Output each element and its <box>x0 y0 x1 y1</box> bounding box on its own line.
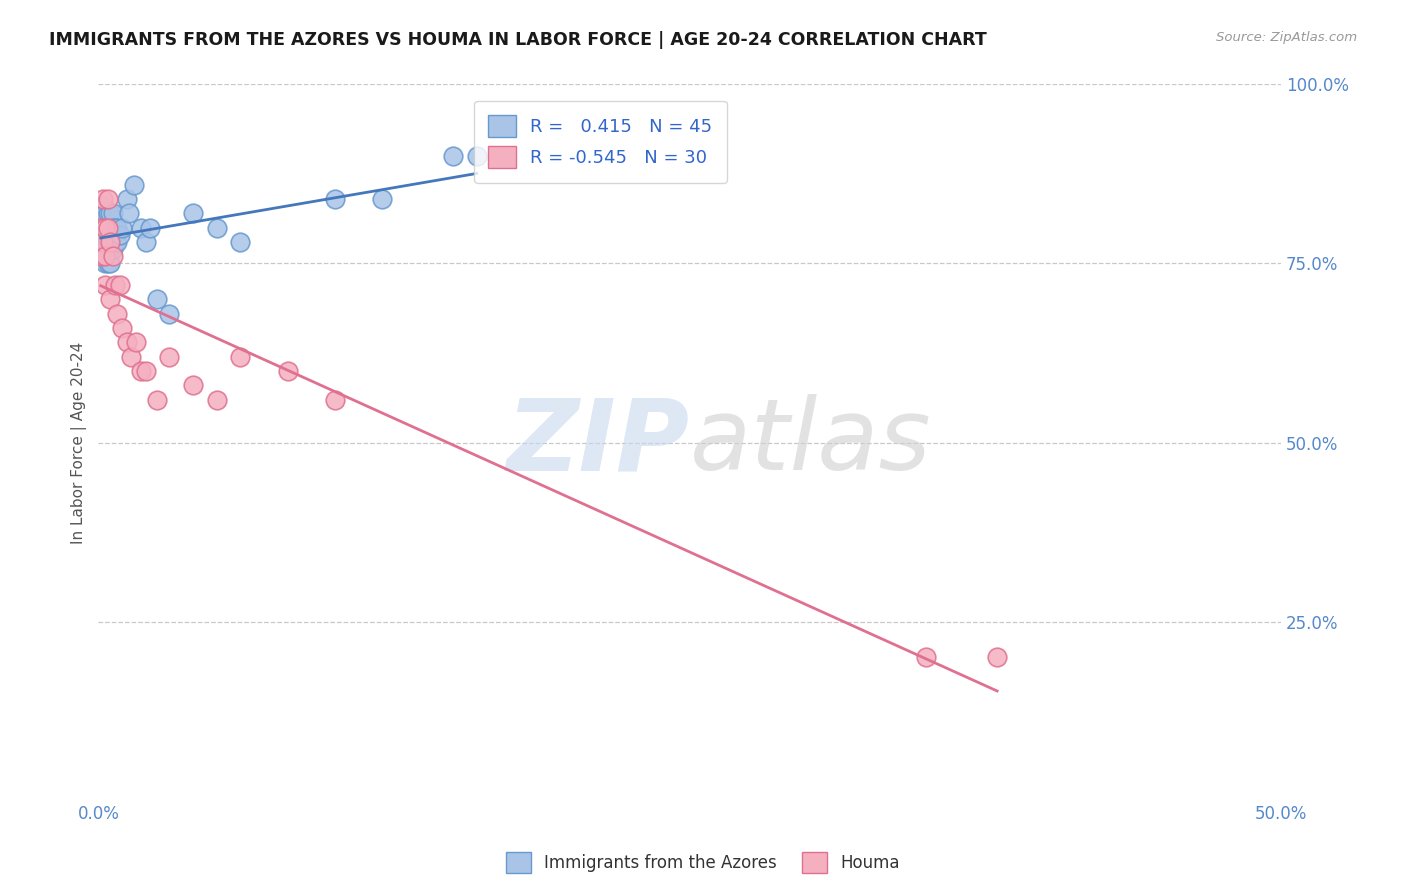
Point <box>90 206 112 220</box>
Point <box>98 220 121 235</box>
Point <box>277 364 299 378</box>
Point <box>122 178 145 192</box>
Point <box>181 378 204 392</box>
Point <box>125 335 148 350</box>
Point <box>146 293 169 307</box>
Point <box>94 277 117 292</box>
Point <box>101 227 124 242</box>
Point <box>98 206 121 220</box>
Text: ZIP: ZIP <box>506 394 690 491</box>
Point <box>111 321 134 335</box>
Legend: Immigrants from the Azores, Houma: Immigrants from the Azores, Houma <box>499 846 907 880</box>
Point <box>91 199 114 213</box>
Point <box>94 249 117 263</box>
Point <box>90 220 112 235</box>
Point <box>94 256 117 270</box>
Point <box>94 227 117 242</box>
Point <box>129 220 152 235</box>
Point <box>157 350 180 364</box>
Point <box>323 192 346 206</box>
Point <box>135 364 157 378</box>
Text: Source: ZipAtlas.com: Source: ZipAtlas.com <box>1216 31 1357 45</box>
Point <box>181 206 204 220</box>
Point <box>104 220 127 235</box>
Point <box>118 206 141 220</box>
Point <box>101 220 124 235</box>
Point <box>115 192 138 206</box>
Point <box>371 192 394 206</box>
Point <box>97 235 120 249</box>
Point <box>90 235 112 249</box>
Point <box>98 227 121 242</box>
Point <box>205 392 228 407</box>
Point <box>115 335 138 350</box>
Text: IMMIGRANTS FROM THE AZORES VS HOUMA IN LABOR FORCE | AGE 20-24 CORRELATION CHART: IMMIGRANTS FROM THE AZORES VS HOUMA IN L… <box>49 31 987 49</box>
Point <box>101 249 124 263</box>
Legend: R =   0.415   N = 45, R = -0.545   N = 30: R = 0.415 N = 45, R = -0.545 N = 30 <box>474 101 727 183</box>
Point <box>97 256 120 270</box>
Point <box>98 293 121 307</box>
Point <box>91 235 114 249</box>
Point <box>98 242 121 256</box>
Point <box>105 235 128 249</box>
Point <box>91 235 114 249</box>
Point <box>105 307 128 321</box>
Point <box>229 350 252 364</box>
Point <box>97 220 120 235</box>
Point <box>97 192 120 206</box>
Text: atlas: atlas <box>690 394 931 491</box>
Point <box>97 220 120 235</box>
Point <box>90 249 112 263</box>
Point <box>229 235 252 249</box>
Point <box>465 149 488 163</box>
Point <box>105 220 128 235</box>
Point <box>129 364 152 378</box>
Point <box>108 277 131 292</box>
Point <box>94 220 117 235</box>
Point <box>146 392 169 407</box>
Point <box>94 220 117 235</box>
Point <box>108 227 131 242</box>
Y-axis label: In Labor Force | Age 20-24: In Labor Force | Age 20-24 <box>72 342 87 543</box>
Point <box>104 235 127 249</box>
Point <box>139 220 162 235</box>
Point <box>323 392 346 407</box>
Point <box>157 307 180 321</box>
Point <box>986 650 1008 665</box>
Point <box>915 650 938 665</box>
Point <box>94 242 117 256</box>
Point <box>101 242 124 256</box>
Point <box>97 206 120 220</box>
Point <box>441 149 464 163</box>
Point <box>98 256 121 270</box>
Point <box>97 242 120 256</box>
Point <box>104 277 127 292</box>
Point <box>121 350 143 364</box>
Point <box>101 206 124 220</box>
Point <box>94 206 117 220</box>
Point <box>111 220 134 235</box>
Point <box>98 235 121 249</box>
Point <box>91 192 114 206</box>
Point <box>135 235 157 249</box>
Point <box>205 220 228 235</box>
Point <box>91 220 114 235</box>
